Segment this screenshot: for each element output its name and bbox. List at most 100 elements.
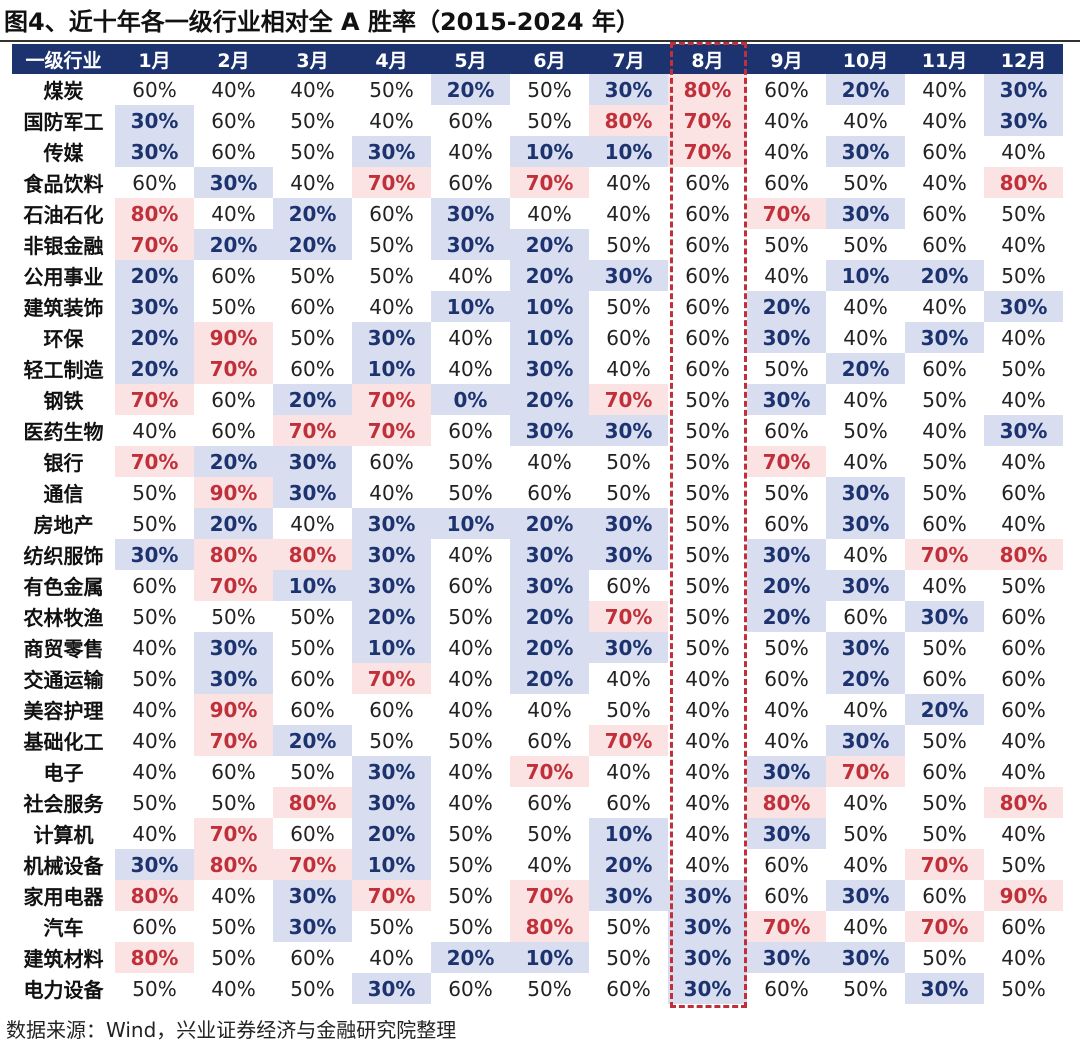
rate-cell: 60% <box>606 790 651 815</box>
rate-cell: 70% <box>905 539 984 570</box>
rate-cell: 40% <box>922 573 967 598</box>
rate-cell: 50% <box>211 945 256 970</box>
rate-cell: 30% <box>115 136 194 167</box>
header-cell: 2月 <box>194 44 273 74</box>
rate-cell: 60% <box>132 914 177 939</box>
rate-cell: 30% <box>589 539 668 570</box>
header-cell: 3月 <box>273 44 352 74</box>
rate-cell: 60% <box>132 77 177 102</box>
rate-cell: 50% <box>290 139 335 164</box>
rate-cell: 50% <box>606 914 651 939</box>
rate-cell: 20% <box>352 601 431 632</box>
table-row: 银行 70% 20% 30% 60% 50% 40% 50% 50% 70% 40% 50% 40% <box>12 446 1063 477</box>
rate-cell: 80% <box>984 787 1063 818</box>
rate-cell: 40% <box>132 697 177 722</box>
industry-name: 家用电器 <box>23 885 104 909</box>
rate-cell: 30% <box>194 632 273 663</box>
rate-cell: 50% <box>527 976 572 1001</box>
rate-cell: 30% <box>984 291 1063 322</box>
rate-cell: 50% <box>1001 976 1046 1001</box>
rate-cell: 70% <box>589 725 668 756</box>
rate-cell: 70% <box>510 880 589 911</box>
rate-cell: 30% <box>668 973 747 1004</box>
rate-cell: 30% <box>826 880 905 911</box>
rate-cell: 60% <box>764 418 809 443</box>
rate-cell: 30% <box>747 322 826 353</box>
industry-name: 医药生物 <box>23 420 104 444</box>
rate-cell: 10% <box>273 570 352 601</box>
header-cell: 11月 <box>905 44 984 74</box>
rate-cell: 40% <box>132 759 177 784</box>
rate-cell: 20% <box>352 818 431 849</box>
industry-name: 有色金属 <box>23 575 104 599</box>
rate-cell: 60% <box>922 759 967 784</box>
rate-cell: 80% <box>668 74 747 105</box>
rate-cell: 50% <box>290 759 335 784</box>
rate-cell: 30% <box>510 353 589 384</box>
rate-cell: 40% <box>843 449 888 474</box>
rate-cell: 30% <box>905 601 984 632</box>
rate-cell: 40% <box>527 852 572 877</box>
rate-cell: 40% <box>1001 139 1046 164</box>
rate-cell: 50% <box>211 914 256 939</box>
rate-cell: 50% <box>1001 356 1046 381</box>
source-note: 数据来源：Wind，兴业证券经济与金融研究院整理 <box>6 1018 457 1042</box>
table-row: 环保 20% 90% 50% 30% 40% 10% 60% 60% 30% 40% 30% 40% <box>12 322 1063 353</box>
rate-cell: 20% <box>747 601 826 632</box>
rate-cell: 30% <box>352 508 431 539</box>
industry-name: 美容护理 <box>23 699 104 723</box>
industry-name: 轻工制造 <box>23 358 104 382</box>
rate-cell: 20% <box>905 260 984 291</box>
rate-cell: 50% <box>369 728 414 753</box>
table-row: 商贸零售 40% 30% 50% 10% 40% 20% 30% 50% 50% 30% 50% 60% <box>12 632 1063 663</box>
rate-cell: 50% <box>132 480 177 505</box>
rate-cell: 70% <box>273 849 352 880</box>
industry-name: 环保 <box>43 327 84 351</box>
rate-cell: 20% <box>510 384 589 415</box>
rate-cell: 20% <box>826 663 905 694</box>
rate-cell: 60% <box>685 356 730 381</box>
rate-cell: 60% <box>1001 604 1046 629</box>
rate-cell: 70% <box>352 384 431 415</box>
table-row: 纺织服饰 30% 80% 80% 30% 40% 30% 30% 50% 30% 40% 70% 80% <box>12 539 1063 570</box>
rate-cell: 60% <box>922 139 967 164</box>
rate-cell: 40% <box>606 201 651 226</box>
rate-cell: 80% <box>747 787 826 818</box>
title: 图4、近十年各一级行业相对全 A 胜率（2015-2024 年） <box>4 8 640 36</box>
rate-cell: 30% <box>352 570 431 601</box>
rate-cell: 60% <box>606 976 651 1001</box>
rate-cell: 30% <box>273 880 352 911</box>
table-row: 非银金融 70% 20% 20% 50% 30% 20% 50% 60% 50% 50% 60% 40% <box>12 229 1063 260</box>
rate-cell: 60% <box>764 976 809 1001</box>
rate-cell: 60% <box>527 790 572 815</box>
rate-cell: 50% <box>922 790 967 815</box>
rate-cell: 10% <box>589 818 668 849</box>
table-row: 通信 50% 90% 30% 40% 50% 60% 50% 50% 50% 30% 50% 60% <box>12 477 1063 508</box>
rate-cell: 60% <box>211 139 256 164</box>
rate-cell: 50% <box>132 790 177 815</box>
rate-cell: 40% <box>685 790 730 815</box>
rate-cell: 50% <box>764 480 809 505</box>
rate-cell: 40% <box>1001 387 1046 412</box>
rate-cell: 50% <box>843 232 888 257</box>
industry-name: 石油石化 <box>23 203 104 227</box>
rate-cell: 70% <box>352 415 431 446</box>
rate-cell: 40% <box>448 790 493 815</box>
rate-cell: 60% <box>764 883 809 908</box>
industry-name: 煤炭 <box>43 79 84 103</box>
rate-cell: 60% <box>211 108 256 133</box>
rate-cell: 30% <box>352 973 431 1004</box>
rate-cell: 30% <box>826 508 905 539</box>
rate-cell: 40% <box>132 635 177 660</box>
rate-cell: 40% <box>211 883 256 908</box>
rate-cell: 50% <box>685 480 730 505</box>
rate-cell: 60% <box>448 418 493 443</box>
rate-cell: 80% <box>273 539 352 570</box>
rate-cell: 40% <box>843 387 888 412</box>
rate-cell: 60% <box>448 976 493 1001</box>
industry-name: 计算机 <box>33 823 94 847</box>
rate-cell: 50% <box>1001 201 1046 226</box>
rate-cell: 20% <box>115 260 194 291</box>
rate-cell: 70% <box>115 384 194 415</box>
rate-cell: 40% <box>606 666 651 691</box>
